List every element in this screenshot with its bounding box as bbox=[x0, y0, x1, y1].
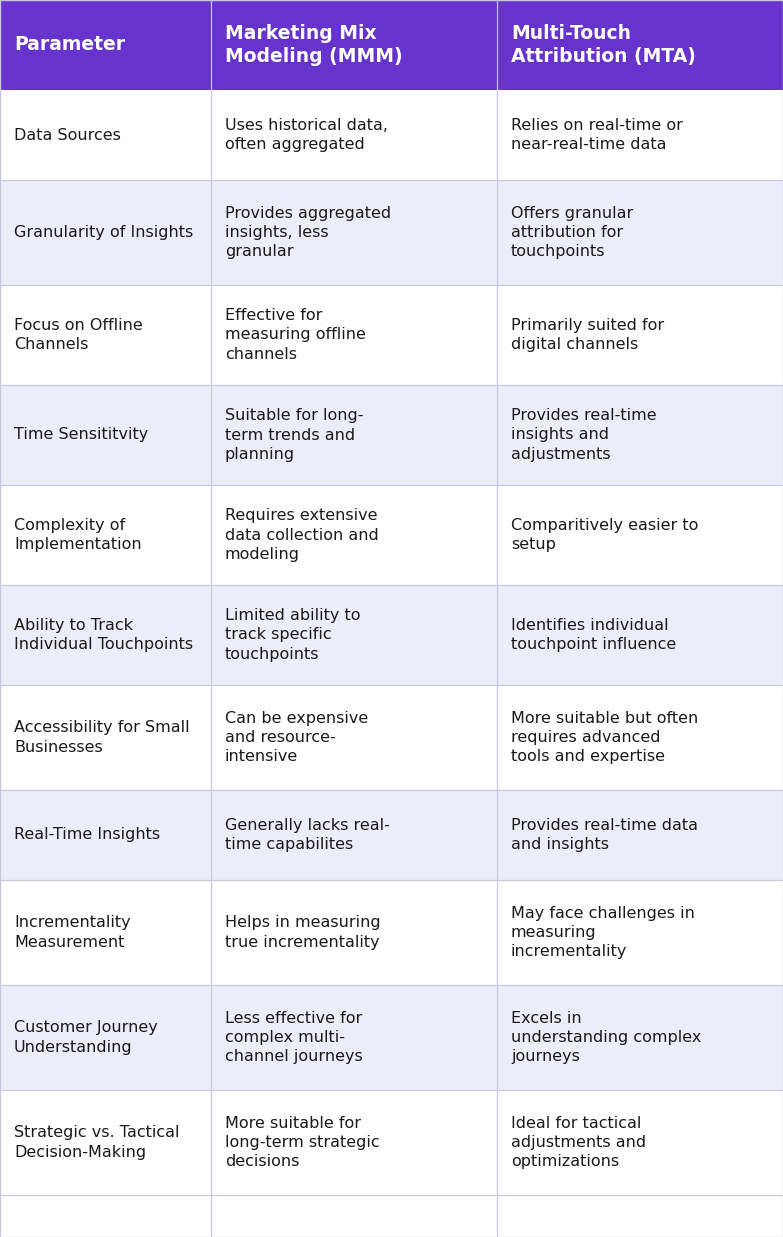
Text: Focus on Offline
Channels: Focus on Offline Channels bbox=[14, 318, 143, 353]
Bar bbox=[497, 90, 783, 181]
Bar bbox=[211, 181, 497, 285]
Text: Ability to Track
Individual Touchpoints: Ability to Track Individual Touchpoints bbox=[14, 618, 193, 652]
Text: May face challenges in
measuring
incrementality: May face challenges in measuring increme… bbox=[511, 905, 695, 959]
Text: Provides aggregated
insights, less
granular: Provides aggregated insights, less granu… bbox=[225, 205, 392, 260]
Text: Limited ability to
track specific
touchpoints: Limited ability to track specific touchp… bbox=[225, 609, 360, 662]
Text: Relies on real-time or
near-real-time data: Relies on real-time or near-real-time da… bbox=[511, 118, 683, 152]
Text: Comparitively easier to
setup: Comparitively easier to setup bbox=[511, 518, 698, 552]
Text: Can be expensive
and resource-
intensive: Can be expensive and resource- intensive bbox=[225, 711, 368, 764]
Bar bbox=[497, 1090, 783, 1195]
Bar bbox=[211, 585, 497, 685]
Bar bbox=[0, 285, 211, 385]
Bar bbox=[211, 385, 497, 485]
Bar bbox=[211, 790, 497, 880]
Text: More suitable for
long-term strategic
decisions: More suitable for long-term strategic de… bbox=[225, 1116, 380, 1169]
Text: Strategic vs. Tactical
Decision-Making: Strategic vs. Tactical Decision-Making bbox=[14, 1126, 179, 1159]
Text: Requires extensive
data collection and
modeling: Requires extensive data collection and m… bbox=[225, 508, 379, 562]
Bar bbox=[497, 485, 783, 585]
Text: Uses historical data,
often aggregated: Uses historical data, often aggregated bbox=[225, 118, 388, 152]
Bar bbox=[0, 790, 211, 880]
Bar bbox=[0, 181, 211, 285]
Bar bbox=[0, 485, 211, 585]
Text: Generally lacks real-
time capabilites: Generally lacks real- time capabilites bbox=[225, 818, 390, 852]
Text: Suitable for long-
term trends and
planning: Suitable for long- term trends and plann… bbox=[225, 408, 363, 461]
Text: Offers granular
attribution for
touchpoints: Offers granular attribution for touchpoi… bbox=[511, 205, 633, 260]
Text: Real-Time Insights: Real-Time Insights bbox=[14, 828, 161, 842]
Bar bbox=[0, 90, 211, 181]
Text: Helps in measuring
true incrementality: Helps in measuring true incrementality bbox=[225, 915, 381, 950]
Bar bbox=[211, 1090, 497, 1195]
Bar bbox=[211, 285, 497, 385]
Bar bbox=[211, 880, 497, 985]
Text: Incrementality
Measurement: Incrementality Measurement bbox=[14, 915, 131, 950]
Bar bbox=[497, 385, 783, 485]
Text: Effective for
measuring offline
channels: Effective for measuring offline channels bbox=[225, 308, 366, 361]
Bar bbox=[211, 90, 497, 181]
Bar bbox=[497, 0, 783, 90]
Bar bbox=[0, 880, 211, 985]
Bar bbox=[0, 985, 211, 1090]
Text: Provides real-time
insights and
adjustments: Provides real-time insights and adjustme… bbox=[511, 408, 657, 461]
Text: Customer Journey
Understanding: Customer Journey Understanding bbox=[14, 1021, 157, 1055]
Text: More suitable but often
requires advanced
tools and expertise: More suitable but often requires advance… bbox=[511, 711, 698, 764]
Text: Complexity of
Implementation: Complexity of Implementation bbox=[14, 518, 142, 552]
Bar bbox=[497, 985, 783, 1090]
Text: Granularity of Insights: Granularity of Insights bbox=[14, 225, 193, 240]
Bar bbox=[497, 790, 783, 880]
Bar bbox=[0, 1090, 211, 1195]
Text: Less effective for
complex multi-
channel journeys: Less effective for complex multi- channe… bbox=[225, 1011, 363, 1064]
Bar bbox=[211, 985, 497, 1090]
Text: Multi-Touch
Attribution (MTA): Multi-Touch Attribution (MTA) bbox=[511, 24, 696, 67]
Bar bbox=[497, 685, 783, 790]
Bar bbox=[0, 685, 211, 790]
Bar bbox=[497, 585, 783, 685]
Bar bbox=[497, 880, 783, 985]
Bar bbox=[211, 0, 497, 90]
Text: Identifies individual
touchpoint influence: Identifies individual touchpoint influen… bbox=[511, 618, 677, 652]
Bar bbox=[0, 0, 211, 90]
Text: Provides real-time data
and insights: Provides real-time data and insights bbox=[511, 818, 698, 852]
Text: Primarily suited for
digital channels: Primarily suited for digital channels bbox=[511, 318, 664, 353]
Text: Ideal for tactical
adjustments and
optimizations: Ideal for tactical adjustments and optim… bbox=[511, 1116, 646, 1169]
Text: Data Sources: Data Sources bbox=[14, 127, 121, 142]
Text: Excels in
understanding complex
journeys: Excels in understanding complex journeys bbox=[511, 1011, 702, 1064]
Bar bbox=[0, 385, 211, 485]
Bar bbox=[211, 685, 497, 790]
Text: Time Sensititvity: Time Sensititvity bbox=[14, 428, 148, 443]
Bar bbox=[497, 181, 783, 285]
Bar bbox=[0, 585, 211, 685]
Text: Parameter: Parameter bbox=[14, 36, 125, 54]
Text: Accessibility for Small
Businesses: Accessibility for Small Businesses bbox=[14, 720, 189, 755]
Bar bbox=[211, 485, 497, 585]
Text: Marketing Mix
Modeling (MMM): Marketing Mix Modeling (MMM) bbox=[225, 24, 402, 67]
Bar bbox=[497, 285, 783, 385]
